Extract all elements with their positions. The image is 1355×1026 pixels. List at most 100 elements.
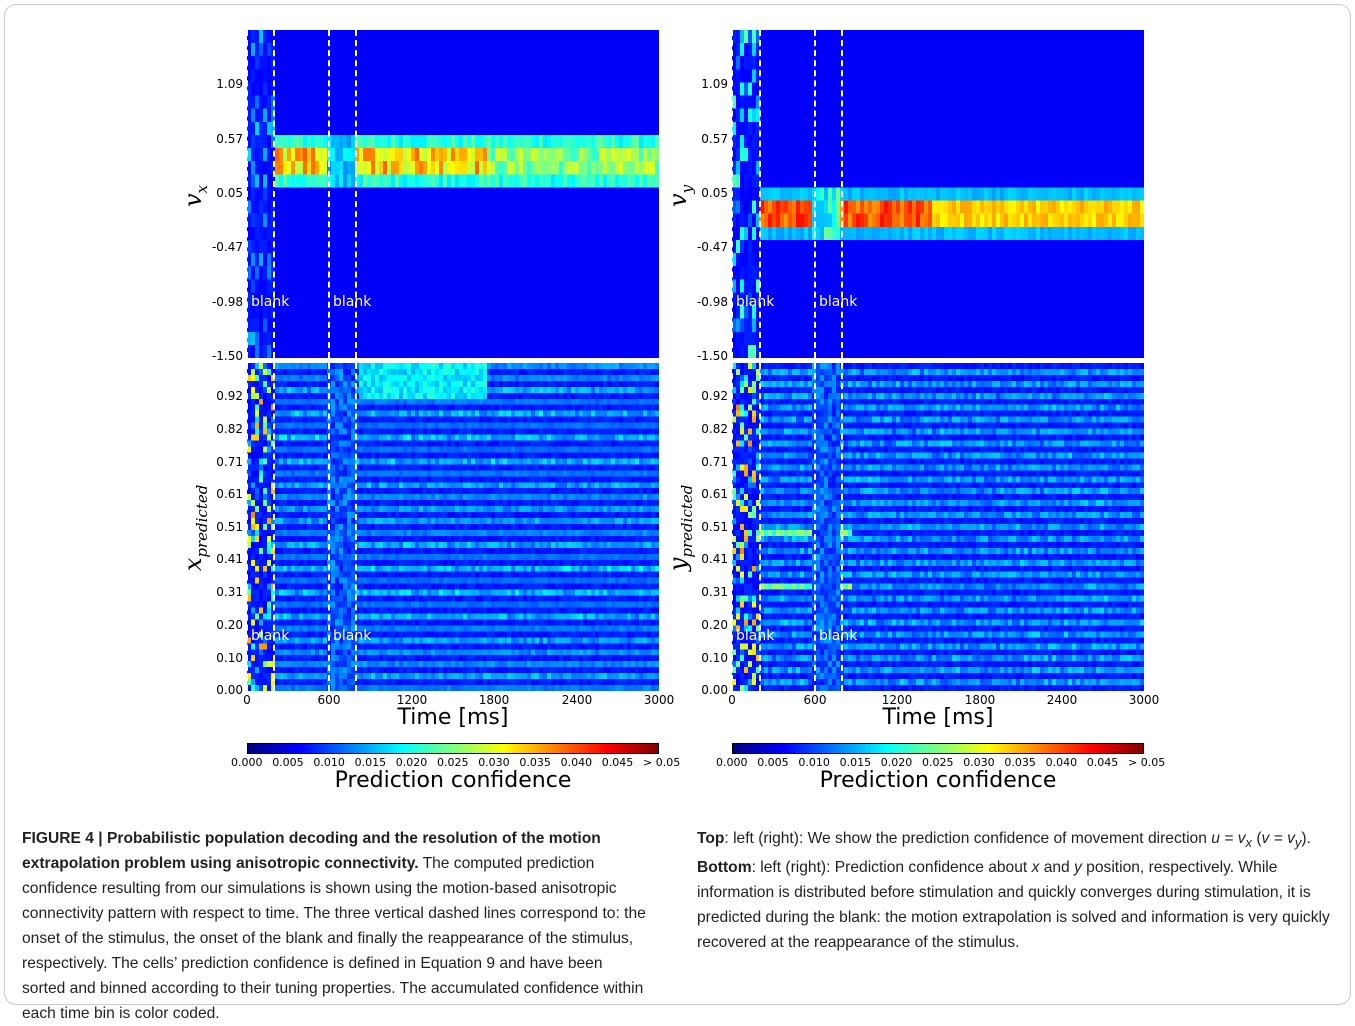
dashed-line: [328, 363, 330, 691]
colorbar-tick: > 0.05: [643, 756, 681, 769]
caption-left: FIGURE 4 | Probabilistic population deco…: [22, 826, 650, 1026]
ytick-vx-3: 0.05: [216, 186, 243, 200]
ytick-x-7: 0.31: [216, 585, 243, 599]
colorbar-label: Prediction confidence: [819, 768, 1057, 793]
xtick: 1200: [396, 693, 428, 707]
dashed-line: [759, 363, 761, 691]
ytick-vy-2: 0.57: [701, 132, 728, 146]
ytick-vx-4: -0.47: [211, 240, 243, 254]
xlabel: Time [ms]: [397, 705, 509, 730]
dashed-line: [731, 30, 733, 358]
dashed-line: [841, 363, 843, 691]
ytick-y-10: 0.00: [701, 683, 728, 697]
colorbar-label: Prediction confidence: [334, 768, 572, 793]
caption-text-1: The computed prediction confidence resul…: [22, 855, 646, 1022]
xtick: 2400: [1046, 693, 1078, 707]
ytick-x-6: 0.41: [216, 552, 243, 566]
caption-y-var: y: [1074, 859, 1082, 877]
xtick: 1800: [964, 693, 996, 707]
colorbar-tick: 0.020: [395, 756, 428, 769]
heatmap-vy: [732, 30, 1144, 358]
colorbar-tick: 0.030: [963, 756, 995, 769]
caption-top-text: : left (right): We show the prediction c…: [724, 830, 1212, 847]
ytick-y-6: 0.41: [701, 552, 728, 566]
ytick-x-3: 0.71: [216, 455, 243, 469]
dashed-line: [355, 30, 357, 358]
dashed-line: [246, 30, 248, 358]
blank-label: blank: [819, 628, 858, 644]
blank-label: blank: [736, 628, 775, 644]
dashed-line: [273, 363, 275, 691]
dashed-line: [246, 363, 248, 691]
heatmap-x: [247, 363, 659, 691]
colorbar-tick: 0.040: [1045, 756, 1078, 769]
ytick-y-7: 0.31: [701, 585, 728, 599]
figure-label: FIGURE 4 |: [22, 830, 103, 847]
xtick: 0: [243, 693, 251, 707]
caption-right: Top: left (right): We show the predictio…: [697, 830, 1330, 952]
ytick-x-1: 0.92: [216, 389, 243, 403]
ytick-y-8: 0.20: [701, 618, 728, 632]
blank-label: blank: [251, 628, 290, 644]
heatmap-y: [732, 363, 1144, 691]
dashed-line: [273, 30, 275, 358]
colorbar-tick: 0.040: [560, 756, 593, 769]
colorbar-gradient: [247, 743, 659, 754]
colorbar-tick: 0.010: [313, 756, 345, 769]
colorbar-gradient: [732, 743, 1144, 754]
colorbar-tick: 0.045: [1086, 756, 1119, 769]
colorbar-tick: 0.000: [716, 756, 748, 769]
colorbar-tick: 0.035: [519, 756, 551, 769]
caption-bottom-text: : left (right): Prediction confidence ab…: [751, 859, 1032, 877]
colorbar-tick: > 0.05: [1128, 756, 1166, 769]
xtick: 3000: [643, 693, 675, 707]
ytick-y-3: 0.71: [701, 455, 728, 469]
colorbar-tick: 0.025: [922, 756, 954, 769]
ytick-vx-2: 0.57: [216, 132, 243, 146]
ytick-vx-6: -1.50: [211, 349, 243, 363]
ytick-vy-5: -0.98: [696, 295, 728, 309]
xtick: 1800: [478, 693, 510, 707]
ytick-y-1: 0.92: [701, 389, 728, 403]
figure-frame: [4, 4, 1351, 1005]
ytick-vx-1: 1.09: [216, 77, 243, 91]
colorbar-tick: 0.025: [437, 756, 469, 769]
colorbar-tick: 0.000: [231, 756, 263, 769]
caption-eq-v: v = vy: [1261, 830, 1302, 851]
ytick-y-9: 0.10: [701, 651, 728, 665]
blank-label: blank: [736, 294, 775, 310]
xtick: 3000: [1128, 693, 1160, 707]
xtick: 1200: [881, 693, 913, 707]
colorbar-tick: 0.005: [757, 756, 789, 769]
colorbar-tick: 0.020: [880, 756, 913, 769]
ytick-vy-1: 1.09: [701, 77, 728, 91]
colorbar-tick: 0.015: [354, 756, 387, 769]
dashed-line: [841, 30, 843, 358]
figure-title: Probabilistic population decoding and th…: [22, 830, 601, 872]
xtick: 2400: [561, 693, 593, 707]
dashed-line: [814, 30, 816, 358]
heatmap-vx: [247, 30, 659, 358]
colorbar-tick: 0.045: [601, 756, 634, 769]
ytick-y-4: 0.61: [701, 487, 728, 501]
xtick: 600: [803, 693, 827, 707]
colorbar-tick: 0.035: [1004, 756, 1036, 769]
ytick-x-9: 0.10: [216, 651, 243, 665]
blank-label: blank: [819, 294, 858, 310]
dashed-line: [759, 30, 761, 358]
caption-top-label: Top: [697, 830, 725, 847]
dashed-line: [355, 363, 357, 691]
ytick-x-8: 0.20: [216, 618, 243, 632]
dashed-line: [731, 363, 733, 691]
ytick-x-2: 0.82: [216, 422, 243, 436]
colorbar-tick: 0.030: [478, 756, 510, 769]
caption-eq-u: u = vx: [1211, 830, 1252, 851]
ytick-vy-6: -1.50: [696, 349, 728, 363]
blank-label: blank: [333, 628, 372, 644]
caption-bottom-label: Bottom: [697, 859, 752, 877]
colorbar-tick: 0.005: [272, 756, 304, 769]
ytick-vy-3: 0.05: [701, 186, 728, 200]
dashed-line: [814, 363, 816, 691]
xlabel: Time [ms]: [882, 705, 994, 730]
ytick-y-5: 0.51: [701, 520, 728, 534]
